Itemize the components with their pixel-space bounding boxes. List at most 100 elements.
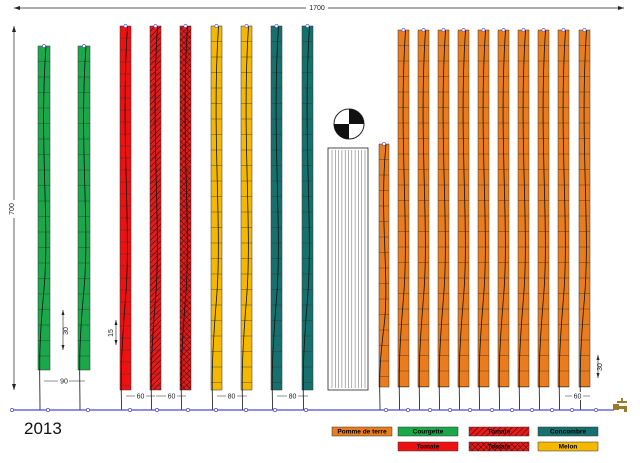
- legend-label: Pomme de terre: [337, 429, 387, 436]
- legend-swatch: [397, 441, 459, 452]
- bed-tomate-cross: [179, 24, 192, 411]
- drip-line: [418, 29, 426, 411]
- bed-tomate: [119, 24, 132, 411]
- dripper-node: [42, 44, 46, 48]
- drip-line: [558, 29, 566, 411]
- water-tap-icon: [613, 398, 627, 412]
- spacing-concombre: 80: [277, 392, 308, 401]
- legend-label: Tomate: [488, 444, 511, 451]
- legend-swatch: [537, 441, 599, 452]
- total-width-label: 1700: [309, 5, 325, 12]
- pipe-node: [304, 408, 308, 412]
- garden-beds: [37, 24, 591, 411]
- bed-pomme: [397, 28, 410, 411]
- row-step-label: 30: [63, 327, 70, 335]
- bed-courgette: [77, 44, 91, 411]
- row-step-pomme: 30: [596, 355, 604, 378]
- pipe-node: [214, 408, 218, 412]
- pipe-node: [530, 408, 534, 412]
- legend-label: Tomate: [417, 444, 440, 451]
- bed-melon: [210, 24, 223, 411]
- dripper-node: [441, 28, 446, 32]
- row-step-courgette: 30: [61, 310, 70, 350]
- drip-line: [120, 25, 128, 411]
- pipe-node: [273, 408, 277, 412]
- year-label: 2013: [24, 419, 62, 438]
- bed-pomme: [477, 28, 490, 411]
- bed-pomme: [517, 28, 530, 411]
- drip-line: [302, 25, 310, 411]
- legend-swatch: [537, 426, 599, 437]
- legend-item-concombre: Concombre: [537, 426, 599, 437]
- dripper-node: [401, 28, 406, 32]
- pipe-node: [128, 408, 132, 412]
- quartered-circle-icon: [333, 108, 365, 140]
- pipe-node: [510, 408, 514, 412]
- pipe-node: [468, 408, 472, 412]
- total-height-label: 700: [9, 203, 16, 215]
- top-dimension: 1700: [14, 3, 624, 12]
- bed-pomme: [497, 28, 510, 411]
- pipe-node: [155, 408, 159, 412]
- spacing-label: 90: [60, 379, 68, 386]
- pipe-node: [428, 408, 432, 412]
- legend-item-tomate-hatch: Tomate: [468, 426, 530, 437]
- drip-line: [478, 29, 486, 411]
- bed-melon: [240, 24, 253, 411]
- spacing-label: 60: [168, 394, 176, 401]
- pipe-node: [244, 408, 248, 412]
- dripper-node: [305, 24, 310, 28]
- bed-tomate-hatch: [149, 24, 162, 411]
- bed-pomme: [437, 28, 450, 411]
- legend-item-tomate-cross: Tomate: [468, 441, 530, 452]
- row-step-tomate: 15: [108, 320, 118, 345]
- row-step-label: 15: [108, 329, 115, 337]
- dripper-node: [244, 24, 249, 28]
- bed-pomme: [578, 28, 591, 411]
- bed-pomme: [417, 28, 430, 411]
- pipe-node: [490, 408, 494, 412]
- dripper-node: [214, 24, 219, 28]
- pipe-node: [550, 408, 554, 412]
- bed-pomme: [378, 142, 390, 411]
- cold-frame: [327, 147, 369, 391]
- dripper-node: [521, 28, 526, 32]
- dripper-node: [153, 24, 158, 28]
- dripper-node: [82, 44, 86, 48]
- drip-line: [438, 29, 446, 411]
- legend-swatch: [331, 426, 393, 437]
- pipe-node: [186, 408, 190, 412]
- dripper-node: [274, 24, 279, 28]
- bed-courgette: [37, 44, 51, 411]
- drip-line: [458, 29, 466, 411]
- drip-line: [180, 25, 188, 411]
- irrigation-pipe: [10, 408, 614, 412]
- drip-line: [398, 29, 406, 411]
- legend-item-courgette: Courgette: [397, 426, 459, 437]
- drip-line: [538, 29, 546, 411]
- left-dimension: 700: [9, 26, 19, 390]
- bed-pomme: [537, 28, 550, 411]
- pipe-node: [570, 408, 574, 412]
- spacing-melon: 80: [217, 392, 247, 401]
- drip-line: [39, 45, 47, 411]
- bed-spacing-dimensions: 90 30 15 60 60 80: [44, 310, 604, 401]
- spacing-tomate-2: 60: [156, 392, 186, 401]
- dripper-node: [501, 28, 506, 32]
- bed-pomme: [457, 28, 470, 411]
- dripper-node: [123, 24, 128, 28]
- spacing-label: 80: [289, 394, 297, 401]
- dripper-node: [582, 28, 587, 32]
- spacing-label: 60: [137, 394, 145, 401]
- drip-line: [271, 25, 279, 411]
- drip-line: [211, 25, 219, 411]
- legend-label: Tomate: [488, 429, 511, 436]
- drip-line: [379, 143, 387, 411]
- legend-item-melon: Melon: [537, 441, 599, 452]
- pipe-node: [384, 408, 388, 412]
- pipe-node: [594, 408, 598, 412]
- legend-item-tomate: Tomate: [397, 441, 459, 452]
- drip-line: [79, 45, 87, 411]
- bed-concombre: [270, 24, 283, 411]
